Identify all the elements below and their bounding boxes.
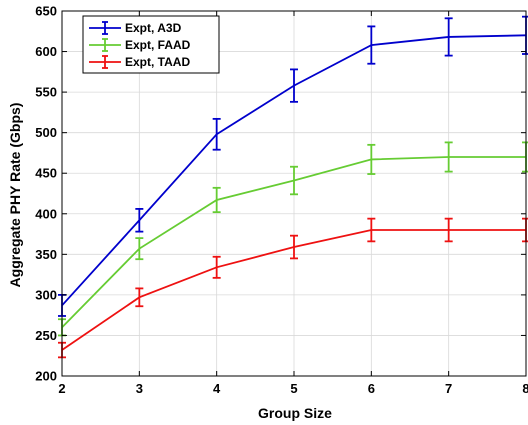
y-tick-label: 500 (35, 125, 57, 140)
x-tick-label: 4 (213, 381, 221, 396)
legend-label: Expt, TAAD (125, 55, 190, 69)
error-bar (135, 238, 143, 259)
y-tick-label: 250 (35, 328, 57, 343)
legend-item: Expt, FAAD (89, 38, 191, 52)
y-tick-label: 450 (35, 166, 57, 181)
x-tick-label: 7 (445, 381, 452, 396)
error-bar (135, 209, 143, 232)
y-tick-label: 300 (35, 287, 57, 302)
y-tick-label: 350 (35, 247, 57, 262)
y-tick-label: 200 (35, 369, 57, 384)
y-tick-label: 400 (35, 206, 57, 221)
x-tick-label: 6 (368, 381, 375, 396)
legend-label: Expt, A3D (125, 21, 182, 35)
error-bar (290, 69, 298, 101)
y-tick-label: 550 (35, 85, 57, 100)
y-tick-label: 650 (35, 4, 57, 19)
x-axis-title: Group Size (258, 405, 332, 421)
error-bar (213, 119, 221, 150)
x-tick-label: 3 (136, 381, 143, 396)
x-tick-label: 8 (522, 381, 528, 396)
legend-label: Expt, FAAD (125, 38, 191, 52)
y-tick-label: 600 (35, 44, 57, 59)
series-1 (58, 142, 528, 335)
series-2 (58, 219, 528, 358)
y-axis-title: Aggregate PHY Rate (Gbps) (7, 103, 23, 288)
x-tick-label: 5 (290, 381, 297, 396)
legend: Expt, A3D Expt, FAAD Expt, TAAD (83, 16, 219, 73)
legend-item: Expt, TAAD (89, 55, 190, 69)
x-tick-label: 2 (58, 381, 65, 396)
error-bar (135, 288, 143, 306)
